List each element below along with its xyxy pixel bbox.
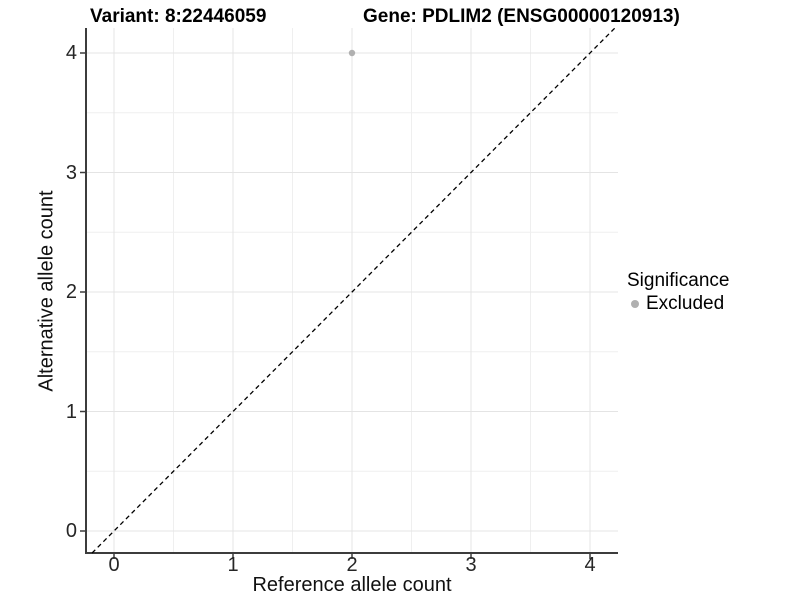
data-point — [348, 49, 356, 57]
identity-reference-line — [91, 27, 616, 554]
legend: Significance Excluded — [627, 270, 729, 314]
y-tick-label: 2 — [65, 281, 77, 303]
plot-title-variant: Variant: 8:22446059 — [90, 6, 267, 27]
legend-title: Significance — [627, 270, 730, 291]
legend-dot-icon — [631, 299, 639, 308]
x-tick-label: 0 — [108, 554, 120, 576]
y-tick-label: 4 — [65, 42, 77, 64]
x-tick-label: 3 — [465, 554, 477, 576]
x-tick-label: 1 — [227, 554, 239, 576]
y-tick-label: 3 — [65, 161, 77, 184]
legend-item-label: Excluded — [646, 293, 725, 314]
y-tick-label: 0 — [65, 520, 77, 542]
x-tick-label: 4 — [584, 554, 596, 576]
legend-item: Excluded — [627, 293, 729, 314]
plot-title-gene: Gene: PDLIM2 (ENSG00000120913) — [363, 6, 680, 27]
x-tick-label: 2 — [346, 554, 358, 576]
y-tick-label: 1 — [65, 400, 77, 423]
x-axis-title: Reference allele count — [252, 574, 452, 596]
